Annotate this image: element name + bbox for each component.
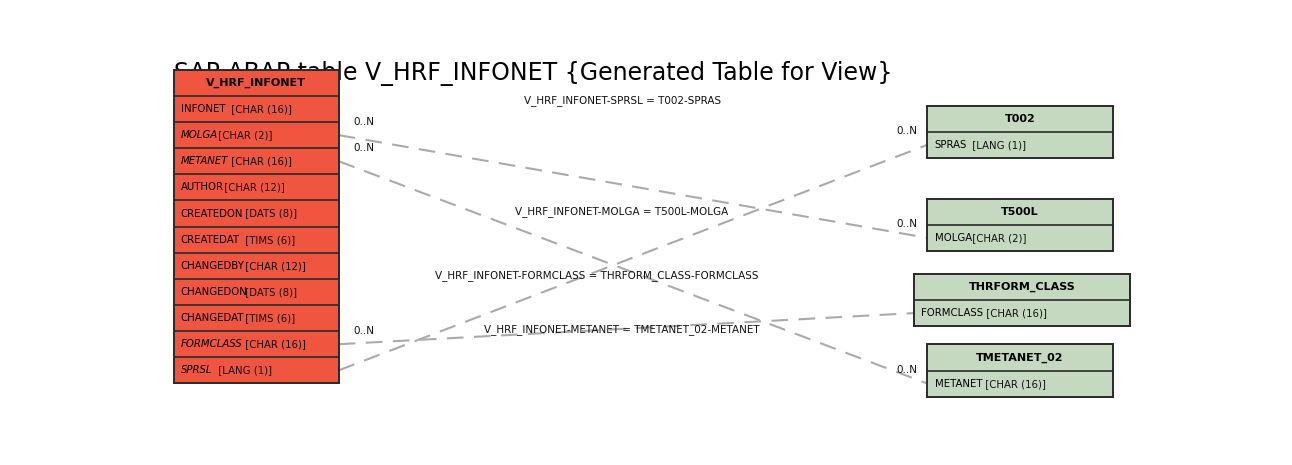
Text: FORMCLASS: FORMCLASS bbox=[181, 339, 242, 349]
Text: 0..N: 0..N bbox=[897, 365, 917, 375]
Text: [CHAR (2)]: [CHAR (2)] bbox=[969, 233, 1026, 243]
Text: CHANGEDAT: CHANGEDAT bbox=[181, 313, 244, 323]
Text: 0..N: 0..N bbox=[897, 126, 917, 136]
Text: CREATEDAT: CREATEDAT bbox=[181, 235, 239, 245]
Text: [CHAR (12)]: [CHAR (12)] bbox=[221, 182, 286, 193]
Text: [TIMS (6)]: [TIMS (6)] bbox=[242, 313, 295, 323]
FancyBboxPatch shape bbox=[915, 274, 1129, 326]
Text: THRFORM_CLASS: THRFORM_CLASS bbox=[969, 282, 1075, 292]
Text: [DATS (8)]: [DATS (8)] bbox=[242, 208, 297, 219]
Text: [CHAR (16)]: [CHAR (16)] bbox=[242, 339, 306, 349]
Text: [CHAR (16)]: [CHAR (16)] bbox=[982, 379, 1047, 389]
Text: SAP ABAP table V_HRF_INFONET {Generated Table for View}: SAP ABAP table V_HRF_INFONET {Generated … bbox=[173, 61, 891, 86]
Text: TMETANET_02: TMETANET_02 bbox=[977, 352, 1063, 363]
Text: [DATS (8)]: [DATS (8)] bbox=[242, 287, 297, 297]
FancyBboxPatch shape bbox=[928, 345, 1112, 397]
Text: MOLGA: MOLGA bbox=[934, 233, 972, 243]
Text: FORMCLASS: FORMCLASS bbox=[921, 308, 983, 318]
Text: MOLGA: MOLGA bbox=[181, 130, 217, 140]
Text: [CHAR (12)]: [CHAR (12)] bbox=[242, 261, 306, 271]
Text: 0..N: 0..N bbox=[354, 117, 375, 127]
Text: V_HRF_INFONET-METANET = TMETANET_02-METANET: V_HRF_INFONET-METANET = TMETANET_02-META… bbox=[484, 324, 760, 335]
Text: CHANGEDBY: CHANGEDBY bbox=[181, 261, 244, 271]
Text: [CHAR (2)]: [CHAR (2)] bbox=[214, 130, 273, 140]
Text: [TIMS (6)]: [TIMS (6)] bbox=[242, 235, 295, 245]
Text: INFONET: INFONET bbox=[181, 104, 225, 114]
Text: 0..N: 0..N bbox=[897, 219, 917, 229]
Text: CHANGEDON: CHANGEDON bbox=[181, 287, 247, 297]
FancyBboxPatch shape bbox=[173, 70, 339, 384]
Text: CREATEDON: CREATEDON bbox=[181, 208, 243, 219]
Text: METANET: METANET bbox=[181, 156, 227, 166]
Text: SPRSL: SPRSL bbox=[181, 365, 212, 375]
Text: METANET: METANET bbox=[934, 379, 982, 389]
Text: [LANG (1)]: [LANG (1)] bbox=[969, 140, 1026, 150]
Text: V_HRF_INFONET-FORMCLASS = THRFORM_CLASS-FORMCLASS: V_HRF_INFONET-FORMCLASS = THRFORM_CLASS-… bbox=[435, 271, 758, 281]
Text: [CHAR (16)]: [CHAR (16)] bbox=[229, 104, 292, 114]
Text: [LANG (1)]: [LANG (1)] bbox=[214, 365, 271, 375]
Text: T500L: T500L bbox=[1001, 207, 1039, 217]
Text: 0..N: 0..N bbox=[354, 326, 375, 336]
Text: T002: T002 bbox=[1005, 113, 1035, 124]
Text: AUTHOR: AUTHOR bbox=[181, 182, 224, 193]
Text: 0..N: 0..N bbox=[354, 143, 375, 153]
Text: [CHAR (16)]: [CHAR (16)] bbox=[229, 156, 292, 166]
Text: SPRAS: SPRAS bbox=[934, 140, 966, 150]
Text: [CHAR (16)]: [CHAR (16)] bbox=[983, 308, 1047, 318]
Text: V_HRF_INFONET: V_HRF_INFONET bbox=[207, 78, 306, 88]
FancyBboxPatch shape bbox=[928, 199, 1112, 251]
Text: V_HRF_INFONET-MOLGA = T500L-MOLGA: V_HRF_INFONET-MOLGA = T500L-MOLGA bbox=[516, 206, 729, 217]
Text: V_HRF_INFONET-SPRSL = T002-SPRAS: V_HRF_INFONET-SPRSL = T002-SPRAS bbox=[523, 95, 721, 106]
FancyBboxPatch shape bbox=[928, 106, 1112, 158]
